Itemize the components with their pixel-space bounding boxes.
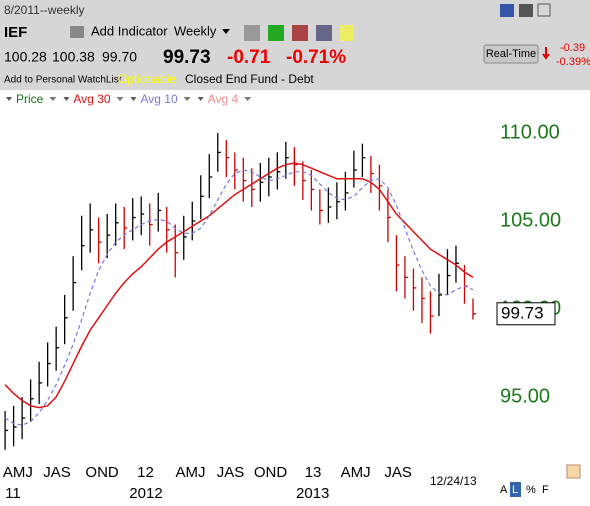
description: Closed End Fund - Debt [185,72,314,86]
x-tick-label: AMJ [3,464,33,481]
tool-icon[interactable] [316,25,332,41]
y-tick-label: 110.00 [500,121,560,143]
x-tick-label: OND [254,464,288,481]
s-button[interactable] [500,4,514,17]
legend-entry: Avg 10 [141,92,178,106]
legend-entry: Avg 4 [208,92,239,106]
legend-arrow [130,97,137,101]
legend-arrow [116,97,124,101]
high: 100.38 [52,49,95,65]
t-button[interactable] [519,4,533,17]
dropdown-arrow[interactable] [222,29,230,34]
watchlist[interactable]: Add to Personal WatchList [4,75,122,86]
optionable: Optionable [118,72,176,86]
last-price-box [496,302,556,326]
add-indicator[interactable]: Add Indicator [91,23,168,38]
edit-icon[interactable] [566,464,581,479]
last: 99.73 [163,47,211,68]
x-tick-label: AMJ [176,464,206,481]
legend-arrow [244,97,252,101]
last-price-label: 99.73 [501,303,544,322]
open: 100.28 [4,49,47,65]
x-tick-label: JAS [384,464,412,481]
scale-l[interactable]: L [512,484,518,496]
realtime[interactable]: Real-Time [486,48,536,60]
x-tick-label: AMJ [341,464,371,481]
y-tick-label: 95.00 [500,385,550,407]
low: 99.70 [102,49,137,65]
legend-arrow [6,97,12,101]
x-tick-label: 13 [305,464,322,481]
rt-change: -0.39 [560,42,585,54]
window-button[interactable] [537,3,551,17]
symbol: IEF [4,24,27,41]
scale-a[interactable]: A [500,484,508,496]
legend-arrow [49,97,57,101]
moving-average [4,169,474,426]
year-label: 2013 [296,485,329,502]
down-arrow [542,47,550,60]
tool-icon[interactable] [268,25,284,41]
rt-change-pct: -0.39% [556,56,590,68]
legend-arrow [197,97,204,101]
tool-icon[interactable] [244,25,260,41]
year-label: 11 [5,485,21,502]
y-tick-label: 105.00 [500,209,561,231]
legend-entry: Avg 30 [73,92,110,106]
legend-arrow [63,97,70,101]
tool-icon[interactable] [292,25,308,41]
interval[interactable]: Weekly [174,23,217,38]
date: 12/24/13 [430,474,477,488]
legend-entry: Price [16,92,44,106]
legend-arrow [183,97,191,101]
x-tick-label: 12 [137,464,154,481]
x-tick-label: JAS [43,464,71,481]
x-tick-label: JAS [217,464,245,481]
scale-pct[interactable]: % [526,484,536,496]
change-pct: -0.71% [286,47,346,68]
tool-icon[interactable] [340,25,354,41]
realtime-button[interactable] [483,44,539,64]
year-label: 2012 [129,485,162,502]
moving-average [4,162,474,409]
scale-f[interactable]: F [542,484,549,496]
period: 8/2011--weekly [4,3,84,17]
scale-l-bg [510,482,521,497]
indicator-icon [70,26,84,38]
change: -0.71 [227,47,271,68]
x-tick-label: OND [85,464,119,481]
